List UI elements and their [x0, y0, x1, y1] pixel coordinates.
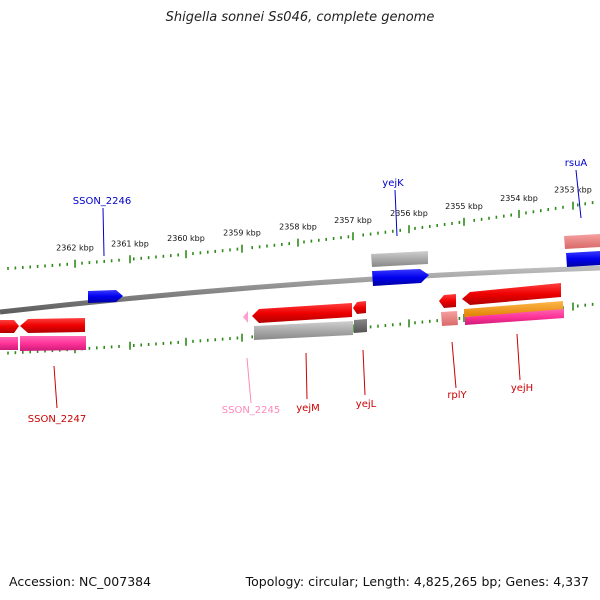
tick-label: 2359 kbp — [223, 229, 261, 238]
tick-label: 2356 kbp — [390, 209, 428, 218]
gene-arrow-rsua[interactable] — [566, 251, 600, 267]
gene-arrow-yejk[interactable] — [372, 269, 429, 286]
gene-arrow-rply[interactable] — [439, 294, 456, 308]
tick-label: 2357 kbp — [334, 216, 372, 225]
gene-label-yejh: yejH — [511, 383, 533, 394]
tick-label: 2358 kbp — [279, 223, 317, 232]
gene-label-rsua: rsuA — [565, 158, 588, 169]
gene-label-yejk: yejK — [382, 178, 404, 189]
map-title: Shigella sonnei Ss046, complete genome — [165, 10, 435, 25]
pseudogene-arrow-sson-2245[interactable] — [243, 311, 248, 323]
genome-backbone — [0, 265, 600, 315]
feature-magenta-sson-2247[interactable] — [20, 336, 86, 351]
feature-salmon-rsua[interactable] — [564, 234, 600, 249]
feature-magenta-edge-left[interactable] — [0, 337, 18, 350]
feature-dark-yejl[interactable] — [354, 319, 367, 333]
tick-label: 2354 kbp — [500, 194, 538, 203]
callout-line-sson-2247 — [53, 365, 58, 409]
gene-arrow-sson-2247[interactable] — [20, 318, 85, 333]
feature-orange-yejh[interactable] — [464, 301, 563, 317]
accession-label: Accession: NC_007384 — [9, 574, 152, 589]
tick-label: 2361 kbp — [111, 239, 149, 248]
tick-label: 2353 kbp — [554, 186, 592, 195]
gene-arrow-yejm[interactable] — [252, 303, 352, 323]
feature-magenta-yejh[interactable] — [465, 309, 564, 325]
callout-line-yejm — [305, 352, 308, 400]
gene-label-yejl: yejL — [356, 399, 377, 410]
callout-line-sson-2245 — [246, 357, 252, 404]
gene-label-yejm: yejM — [296, 403, 319, 414]
gene-arrow-yejl[interactable] — [353, 301, 366, 314]
feature-grey-yejk[interactable] — [371, 251, 428, 267]
gene-arrow-yejh[interactable] — [462, 283, 561, 305]
genome-summary: Topology: circular; Length: 4,825,265 bp… — [245, 574, 589, 589]
feature-grey-yejm[interactable] — [254, 321, 353, 340]
gene-label-sson-2245: SSON_2245 — [222, 405, 281, 416]
callout-line-rply — [451, 341, 457, 389]
tick-label: 2360 kbp — [167, 234, 205, 243]
callout-line-yejl — [362, 349, 366, 396]
gene-label-rply: rplY — [447, 390, 467, 401]
gene-label-sson-2247: SSON_2247 — [28, 414, 87, 425]
callout-line-rsua — [575, 169, 582, 219]
gene-arrow-sson-2246[interactable] — [88, 290, 123, 303]
callout-line-sson-2246 — [102, 207, 105, 257]
gene-arrow-edge-left[interactable] — [0, 320, 19, 333]
tick-label: 2362 kbp — [56, 244, 94, 253]
tick-label: 2355 kbp — [445, 202, 483, 211]
gene-label-sson-2246: SSON_2246 — [73, 196, 132, 207]
feature-salmon-rply[interactable] — [441, 311, 458, 326]
callout-line-yejk — [394, 189, 398, 237]
callout-line-yejh — [516, 333, 521, 381]
